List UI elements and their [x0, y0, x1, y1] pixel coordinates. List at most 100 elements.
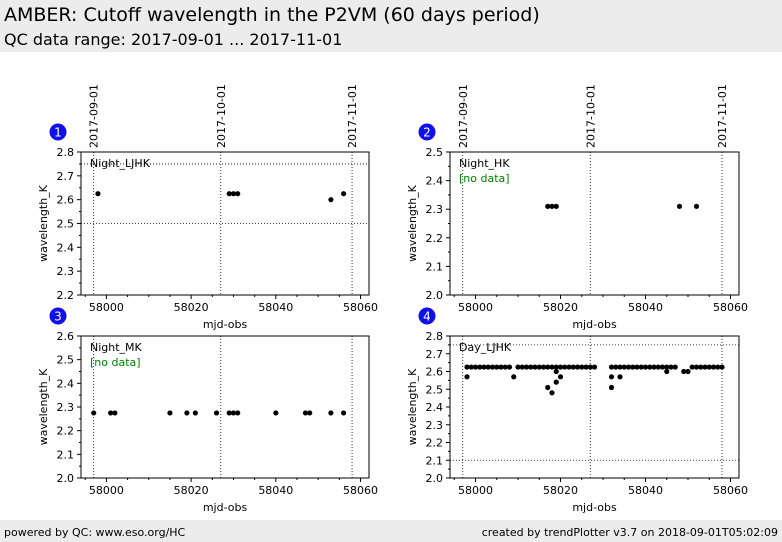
data-point	[719, 364, 725, 370]
data-point	[557, 374, 564, 380]
date-marker-label: 2017-09-01	[88, 84, 101, 148]
data-point	[553, 364, 559, 370]
panel-number-badge	[418, 307, 436, 325]
data-point	[235, 191, 241, 197]
y-tick-label: 2.8	[57, 146, 75, 159]
data-point	[638, 364, 644, 370]
y-tick-label: 2.1	[426, 260, 444, 273]
data-point	[523, 364, 530, 370]
data-point	[545, 203, 551, 209]
y-tick-label: 2.4	[57, 377, 75, 390]
y-tick-label: 2.1	[426, 454, 444, 467]
x-tick-label: 58020	[174, 301, 209, 314]
x-axis-label: mjd-obs	[203, 501, 248, 514]
series-label: Day_LJHK	[459, 341, 512, 354]
y-tick-label: 2.7	[426, 348, 444, 361]
data-point	[698, 364, 704, 370]
panel-number: 3	[54, 310, 62, 324]
trend-plots: 2017-09-01 2017-10-01 2017-11-012.22.32.42…	[37, 84, 748, 514]
data-point	[630, 364, 636, 370]
data-point	[574, 364, 581, 370]
y-tick-label: 2.1	[57, 448, 75, 461]
y-tick-label: 2.3	[57, 401, 75, 414]
data-point	[307, 410, 313, 416]
panel-number-badge	[418, 123, 436, 141]
data-point	[464, 374, 470, 380]
page-subtitle: QC data range: 2017-09-01 ... 2017-11-01	[4, 30, 343, 49]
x-tick-label: 58060	[713, 484, 748, 497]
data-point	[621, 364, 627, 370]
data-point	[651, 364, 657, 370]
series-label: Night_LJHK	[90, 157, 151, 170]
y-tick-label: 2.2	[426, 437, 444, 450]
data-point	[685, 368, 691, 375]
data-point	[562, 364, 568, 370]
x-axis-label: mjd-obs	[203, 318, 248, 331]
plot-panel-1: 2017-09-01 2017-10-01 2017-11-01 2.2 2.3 2.4 2…	[37, 84, 378, 331]
date-marker-label: 2017-10-01	[215, 84, 228, 148]
data-point	[702, 364, 708, 370]
y-axis-label: wavelength_K	[37, 368, 50, 446]
panel-number-badge	[49, 123, 67, 141]
x-tick-label: 58000	[89, 301, 124, 314]
data-point	[668, 364, 674, 370]
plot-panel-2: 2017-09-01 2017-10-01 2017-11-01 2.0 2.1 2.2 2…	[406, 84, 748, 331]
data-point	[528, 364, 534, 370]
y-tick-label: 2.7	[57, 170, 75, 183]
page-title: AMBER: Cutoff wavelength in the P2VM (60…	[4, 4, 540, 26]
plot-panel-3: 2.0 2.1 2.2 2.3 2.4 2.5 2.6 58000 58020 58040 5806…	[37, 307, 378, 514]
y-tick-label: 2.2	[426, 232, 444, 245]
data-point	[498, 364, 504, 370]
x-tick-label: 58040	[258, 484, 293, 497]
data-point	[506, 364, 513, 370]
data-point	[273, 410, 279, 416]
data-point	[715, 364, 721, 370]
panel-number: 2	[423, 126, 431, 140]
x-tick-label: 58060	[343, 484, 378, 497]
data-point	[328, 197, 334, 203]
data-point	[468, 364, 474, 370]
no-data-note: [no data]	[459, 172, 510, 185]
data-point	[647, 364, 653, 370]
x-tick-label: 58020	[174, 484, 209, 497]
y-tick-label: 2.5	[57, 354, 75, 367]
y-tick-label: 2.8	[426, 330, 444, 343]
x-tick-label: 58020	[543, 484, 578, 497]
data-point	[213, 410, 220, 416]
x-tick-label: 58040	[628, 484, 663, 497]
data-point	[579, 364, 585, 370]
data-point	[472, 364, 479, 370]
data-point	[693, 203, 700, 209]
data-point	[549, 203, 555, 209]
data-point	[540, 364, 547, 370]
x-tick-label: 58000	[458, 301, 493, 314]
y-axis-label: wavelength_K	[406, 368, 419, 446]
data-point	[693, 364, 700, 370]
series-label: Night_MK	[90, 341, 143, 354]
data-point	[617, 364, 623, 370]
y-tick-label: 2.5	[426, 383, 444, 396]
data-point	[511, 374, 517, 380]
data-point	[112, 410, 118, 416]
data-point	[184, 410, 190, 416]
data-point	[676, 203, 683, 209]
y-tick-label: 2.3	[426, 203, 444, 216]
x-axis-label: mjd-obs	[572, 501, 617, 514]
data-point	[689, 364, 695, 370]
data-point	[502, 364, 508, 370]
data-point	[549, 390, 555, 396]
x-axis-label: mjd-obs	[572, 318, 617, 331]
panel-number-badge	[49, 307, 67, 325]
data-point	[642, 364, 649, 370]
data-point	[570, 364, 576, 370]
date-marker-label: 2017-09-01	[457, 84, 470, 148]
data-point	[235, 410, 241, 416]
data-point	[553, 379, 559, 385]
x-tick-label: 58060	[343, 301, 378, 314]
data-point	[549, 364, 555, 370]
data-point	[591, 364, 598, 370]
data-point	[91, 410, 97, 416]
data-point	[536, 364, 542, 370]
data-point	[710, 364, 717, 370]
data-point	[566, 364, 572, 370]
